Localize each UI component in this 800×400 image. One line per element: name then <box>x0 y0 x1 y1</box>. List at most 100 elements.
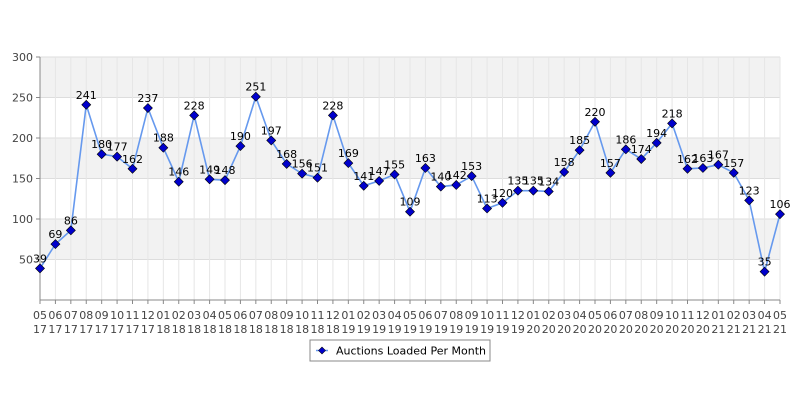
data-value-label: 140 <box>430 171 451 184</box>
x-tick-label: 06 18 <box>233 309 247 336</box>
x-tick-label: 12 17 <box>141 309 155 336</box>
data-value-label: 168 <box>276 148 297 161</box>
data-point-marker <box>605 167 616 178</box>
data-value-label: 142 <box>446 169 467 182</box>
legend-entry-label: Auctions Loaded Per Month <box>336 345 486 358</box>
data-point-marker <box>35 263 45 274</box>
data-value-label: 158 <box>554 156 575 169</box>
x-tick-label: 01 20 <box>526 309 540 336</box>
legend-marker-sample <box>318 346 326 355</box>
data-point-marker <box>112 151 123 162</box>
data-point-marker <box>543 186 554 197</box>
x-tick-label: 11 18 <box>311 309 325 336</box>
x-tick-label: 09 19 <box>465 309 479 336</box>
x-tick-label: 03 18 <box>187 309 201 336</box>
x-tick-label: 08 19 <box>449 309 463 336</box>
y-tick-label: 250 <box>12 92 33 105</box>
x-tick-label: 01 19 <box>341 309 355 336</box>
data-point-marker <box>451 180 462 190</box>
data-value-label: 106 <box>770 198 791 211</box>
data-value-label: 228 <box>322 99 343 112</box>
data-value-label: 251 <box>245 81 266 94</box>
data-value-label: 141 <box>353 170 374 183</box>
data-point-marker <box>466 171 477 182</box>
data-point-marker <box>374 175 385 186</box>
data-point-marker <box>96 149 107 160</box>
data-value-label: 148 <box>215 164 236 177</box>
x-tick-label: 05 20 <box>588 309 602 336</box>
data-point-marker <box>127 163 138 174</box>
y-tick-label: 300 <box>12 51 33 64</box>
legend-box <box>309 339 491 362</box>
x-tick-label: 05 17 <box>33 309 47 336</box>
data-value-label: 157 <box>600 157 621 170</box>
data-value-label: 163 <box>415 152 436 165</box>
data-point-marker <box>435 181 446 192</box>
x-tick-label: 10 20 <box>665 309 679 336</box>
x-tick-label: 09 17 <box>95 309 109 336</box>
data-value-label: 113 <box>477 192 498 205</box>
data-point-marker <box>297 168 308 179</box>
data-value-label: 194 <box>646 127 667 140</box>
data-point-marker <box>512 185 523 196</box>
y-tick-label: 150 <box>12 173 33 186</box>
y-tick-label: 50 <box>19 254 33 267</box>
x-tick-label: 02 18 <box>172 309 186 336</box>
data-value-label: 135 <box>523 175 544 188</box>
x-tick-label: 12 20 <box>696 309 710 336</box>
x-tick-label: 09 18 <box>280 309 294 336</box>
x-tick-label: 06 17 <box>48 309 62 336</box>
data-value-label: 123 <box>739 184 760 197</box>
x-tick-label: 03 21 <box>742 309 756 336</box>
x-tick-label: 08 18 <box>264 309 278 336</box>
data-value-label: 35 <box>758 256 772 269</box>
data-point-marker <box>667 118 678 129</box>
x-tick-label: 07 20 <box>619 309 633 336</box>
x-tick-label: 02 19 <box>357 309 371 336</box>
data-point-marker <box>204 174 215 185</box>
x-tick-label: 10 17 <box>110 309 124 336</box>
data-value-label: 120 <box>492 187 513 200</box>
data-value-label: 169 <box>338 147 359 160</box>
x-tick-label: 07 19 <box>434 309 448 336</box>
x-tick-label: 07 18 <box>249 309 263 336</box>
data-point-marker <box>420 163 431 173</box>
x-tick-label: 08 20 <box>634 309 648 336</box>
x-tick-label: 12 19 <box>511 309 525 336</box>
data-value-label: 39 <box>33 252 47 265</box>
data-point-marker <box>620 144 631 155</box>
x-tick-label: 04 20 <box>573 309 587 336</box>
data-point-marker <box>235 141 246 152</box>
x-tick-label: 01 18 <box>156 309 170 336</box>
x-tick-label: 01 21 <box>711 309 725 336</box>
data-point-marker <box>189 110 200 121</box>
data-value-label: 180 <box>91 138 112 151</box>
data-point-marker <box>482 203 493 214</box>
data-point-marker <box>528 185 539 196</box>
data-value-label: 149 <box>199 163 220 176</box>
data-point-marker <box>713 159 724 170</box>
x-tick-label: 04 21 <box>758 309 772 336</box>
data-point-marker <box>50 239 61 250</box>
data-point-marker <box>173 176 184 187</box>
data-value-label: 163 <box>692 152 713 165</box>
x-tick-label: 03 19 <box>372 309 386 336</box>
y-axis-ticks: 50 100 150 200 250 300 <box>12 51 40 267</box>
x-tick-label: 07 17 <box>64 309 78 336</box>
data-value-label: 86 <box>64 214 78 227</box>
data-value-label: 228 <box>184 99 205 112</box>
data-point-marker <box>312 172 323 183</box>
data-point-marker <box>81 99 92 110</box>
data-value-label: 190 <box>230 130 251 143</box>
data-value-label: 237 <box>137 92 158 105</box>
y-tick-label: 100 <box>12 213 33 226</box>
x-tick-label: 02 20 <box>542 309 556 336</box>
data-point-marker <box>744 195 755 206</box>
data-value-label: 156 <box>292 158 313 171</box>
data-value-label: 109 <box>400 196 421 209</box>
series-markers <box>35 91 785 277</box>
data-point-marker <box>220 175 230 186</box>
x-tick-label: 12 18 <box>326 309 340 336</box>
